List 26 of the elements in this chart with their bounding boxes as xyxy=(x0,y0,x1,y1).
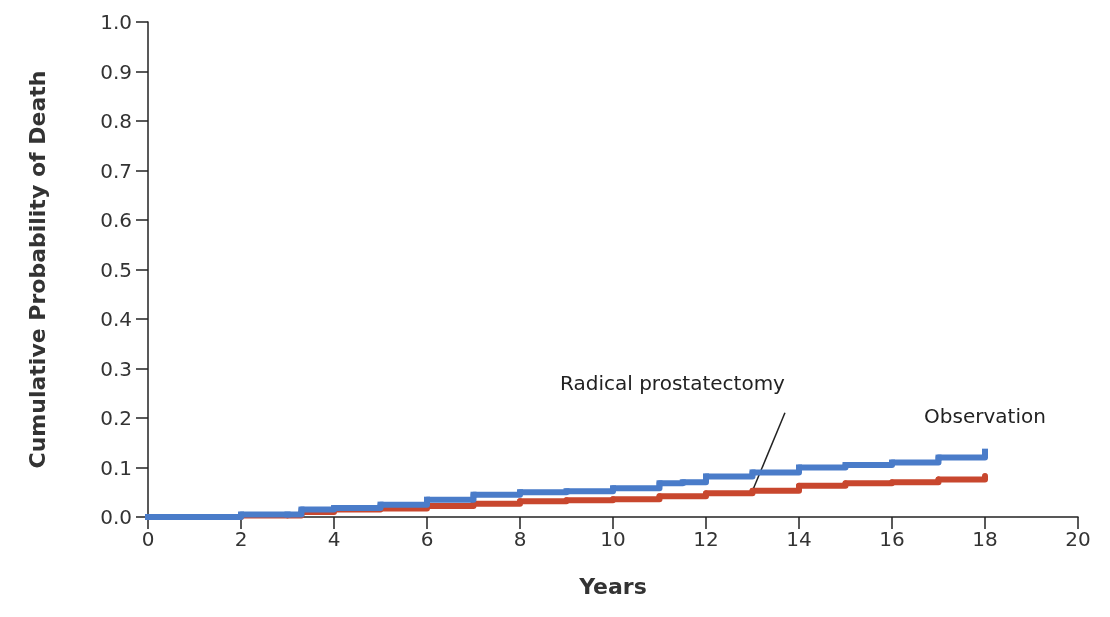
y-axis-title: Cumulative Probability of Death xyxy=(24,70,50,469)
y-tick-label: 0.2 xyxy=(100,406,132,430)
x-tick-label: 2 xyxy=(234,527,248,551)
y-tick-label: 0.0 xyxy=(100,505,132,529)
y-tick-label: 1.0 xyxy=(100,10,132,34)
x-tick-label: 10 xyxy=(600,527,626,551)
y-tick-label: 0.7 xyxy=(100,158,132,183)
y-tick-label: 0.1 xyxy=(100,455,132,480)
x-tick-label: 12 xyxy=(693,527,719,551)
y-tick-label: 0.6 xyxy=(100,208,132,232)
x-axis-title: Years xyxy=(578,573,647,599)
y-tick-label: 0.4 xyxy=(100,307,132,331)
x-tick-label: 20 xyxy=(1065,527,1091,551)
x-tick-label: 8 xyxy=(513,527,527,551)
x-tick-label: 6 xyxy=(420,527,434,551)
x-tick-label: 14 xyxy=(786,527,812,551)
x-tick-label: 4 xyxy=(327,527,341,551)
x-tick-label: 16 xyxy=(879,527,905,551)
text: Radical prostatectomy xyxy=(560,370,786,395)
x-tick-label: 0 xyxy=(141,527,155,551)
series-label: Observation xyxy=(924,403,1046,428)
y-tick-label: 0.3 xyxy=(100,356,132,381)
y-tick-label: 0.8 xyxy=(100,109,132,133)
y-tick-label: 0.9 xyxy=(100,59,132,84)
x-tick-label: 18 xyxy=(972,527,998,551)
y-tick-label: 0.5 xyxy=(100,257,132,282)
